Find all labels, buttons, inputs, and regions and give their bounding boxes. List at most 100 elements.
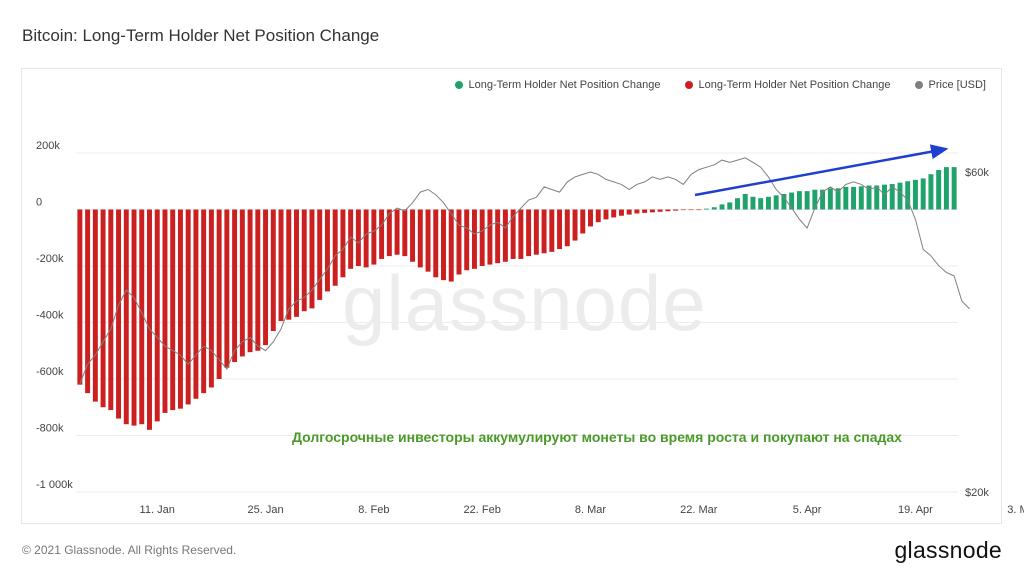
glassnode-logo[interactable]: glassnode (894, 537, 1002, 563)
legend-dot-positive (454, 81, 463, 89)
chart-legend: Long-Term Holder Net Position Change Lon… (454, 79, 986, 91)
bar-negative (410, 209, 416, 262)
legend-item-price[interactable]: Price [USD] (914, 79, 986, 91)
bar-negative (208, 209, 214, 388)
bar-positive (704, 208, 710, 210)
bar-positive (827, 188, 833, 210)
bar-negative (557, 209, 563, 250)
trend-arrow (694, 144, 949, 197)
bar-negative (116, 209, 122, 419)
bar-negative (123, 209, 129, 425)
bar-negative (471, 209, 477, 269)
bar-negative (696, 209, 702, 211)
bar-negative (688, 209, 694, 211)
bar-positive (851, 186, 857, 210)
bar-positive (920, 178, 926, 210)
bar-negative (665, 209, 671, 212)
bar-positive (773, 195, 779, 210)
bar-positive (804, 191, 810, 210)
bar-negative (394, 209, 400, 255)
bar-positive (820, 189, 826, 210)
x-tick-label: 11. Jan (140, 504, 175, 516)
x-tick-label: 22. Mar (680, 504, 718, 516)
bar-negative (673, 209, 679, 211)
bar-negative (193, 209, 199, 399)
bar-negative (541, 209, 547, 254)
bar-positive (889, 184, 895, 210)
bar-negative (379, 209, 385, 259)
bar-negative (479, 209, 485, 266)
bar-positive (858, 186, 864, 210)
bar-positive (874, 185, 880, 210)
bar-negative (139, 209, 145, 425)
bar-negative (294, 209, 299, 317)
bar-negative (232, 209, 238, 363)
bar-negative (657, 209, 663, 212)
bar-negative (510, 209, 516, 259)
bar-negative (309, 209, 315, 309)
bar-negative (448, 209, 454, 282)
bar-negative (618, 209, 624, 216)
bar-negative (526, 209, 532, 257)
bar-negative (340, 209, 346, 278)
bar-negative (162, 209, 168, 413)
page-title: Bitcoin: Long-Term Holder Net Position C… (22, 26, 380, 45)
bar-positive (936, 169, 942, 210)
chart-annotation: Долгосрочные инвесторы аккумулируют моне… (292, 429, 902, 445)
bar-positive (928, 174, 934, 210)
bar-positive (742, 193, 748, 210)
bar-negative (324, 209, 330, 292)
bar-negative (263, 209, 269, 346)
bar-negative (603, 209, 609, 220)
bar-negative (224, 209, 230, 368)
bar-negative (247, 209, 253, 353)
bar-positive (866, 185, 872, 210)
bar-negative (270, 209, 276, 331)
y-axis-ticks: 200k 0 -200k -400k -600k -800k -1 000k (36, 140, 73, 491)
y-tick-label: -800k (36, 423, 64, 435)
bar-negative (518, 209, 524, 259)
legend-label-positive: Long-Term Holder Net Position Change (468, 79, 661, 91)
bar-negative (131, 209, 137, 426)
legend-dot-price (914, 81, 923, 89)
legend-item-negative[interactable]: Long-Term Holder Net Position Change (684, 79, 891, 91)
bar-negative (100, 209, 106, 408)
price-series (79, 157, 970, 384)
bar-positive (727, 202, 733, 210)
bar-negative (317, 209, 323, 300)
bar-negative (549, 209, 555, 252)
x-tick-label: 8. Feb (358, 504, 389, 516)
bar-positive (750, 196, 756, 210)
bar-negative (487, 209, 493, 265)
bar-negative (201, 209, 207, 394)
copyright-text: © 2021 Glassnode. All Rights Reserved. (22, 543, 237, 557)
bar-negative (680, 209, 686, 211)
bar-positive (835, 188, 841, 210)
y-tick-label: -200k (36, 253, 64, 265)
bar-negative (649, 209, 655, 213)
bar-positive (943, 167, 949, 210)
bar-positive (781, 193, 787, 210)
bar-positive (905, 181, 911, 210)
bar-negative (533, 209, 539, 255)
bar-negative (355, 209, 361, 266)
price-line (79, 157, 970, 384)
bar-negative (255, 209, 261, 351)
bar-negative (580, 209, 586, 234)
bar-positive (796, 191, 802, 210)
bar-negative (371, 209, 377, 265)
chart-frame (21, 68, 1002, 524)
legend-label-price: Price [USD] (928, 79, 986, 91)
y-tick-label: -600k (36, 366, 64, 378)
bar-negative (216, 209, 222, 379)
bar-negative (464, 209, 470, 271)
bar-negative (588, 209, 593, 227)
bar-negative (239, 209, 245, 357)
legend-label-negative: Long-Term Holder Net Position Change (698, 79, 891, 91)
bar-positive (897, 182, 903, 210)
x-tick-label: 3. May (1007, 504, 1024, 516)
y-right-tick-label: $20k (965, 487, 989, 499)
bar-negative (456, 209, 462, 275)
bar-positive (789, 192, 795, 210)
legend-item-positive[interactable]: Long-Term Holder Net Position Change (454, 79, 661, 91)
